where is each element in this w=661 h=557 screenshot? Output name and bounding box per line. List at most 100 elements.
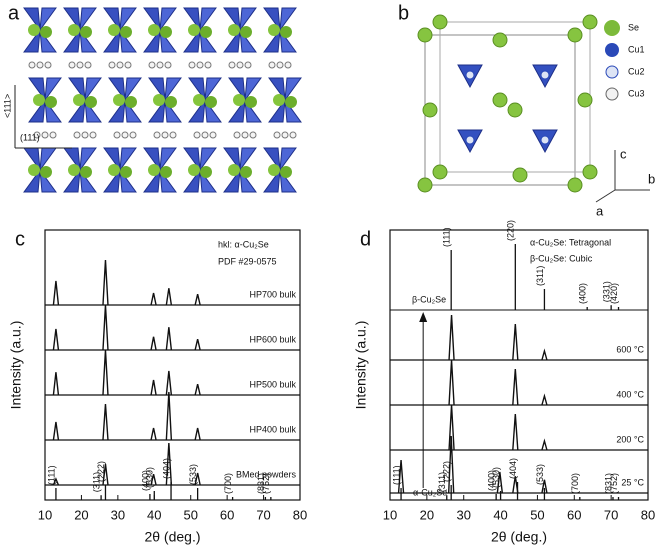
axis-label: b <box>648 171 655 186</box>
atom <box>513 168 527 182</box>
plane-label: (111) <box>20 132 40 142</box>
atom <box>268 24 280 36</box>
hkl-label: (111) <box>46 465 56 485</box>
peak <box>151 428 156 440</box>
cell-edge <box>425 35 575 185</box>
atom <box>205 96 217 108</box>
peak <box>542 351 547 360</box>
figure: a b (111) <111> Se Cu1 Cu2 Cu3 c b a c2θ… <box>0 0 661 557</box>
peak <box>449 360 454 405</box>
atom <box>280 26 292 38</box>
atom <box>268 164 280 176</box>
series-label: HP600 bulk <box>249 334 296 344</box>
atom <box>229 62 235 68</box>
atom <box>68 24 80 36</box>
atom <box>120 26 132 38</box>
atom <box>108 24 120 36</box>
series-label: HP500 bulk <box>249 379 296 389</box>
plot-frame <box>390 230 648 500</box>
x-tick-label: 60 <box>567 507 581 522</box>
hkl-label: (404) <box>161 458 171 479</box>
atom <box>125 96 137 108</box>
atom <box>508 103 522 117</box>
atom <box>274 132 280 138</box>
atom <box>85 62 91 68</box>
atom <box>33 94 45 106</box>
atom <box>234 132 240 138</box>
atom <box>50 132 56 138</box>
atom <box>148 24 160 36</box>
legend-label: Cu3 <box>628 88 645 98</box>
x-tick-label: 10 <box>38 507 52 522</box>
peak <box>53 329 58 350</box>
x-tick-label: 70 <box>256 507 270 522</box>
y-axis-title: Intensity (a.u.) <box>353 321 369 410</box>
atom <box>493 93 507 107</box>
atom <box>541 136 549 144</box>
peak <box>53 422 58 440</box>
atom <box>202 132 208 138</box>
x-tick-label: 60 <box>220 507 234 522</box>
atom <box>240 26 252 38</box>
atom <box>165 96 177 108</box>
atom <box>568 28 582 42</box>
annotation: α-Cu₂Se: Tetragonal <box>530 237 611 247</box>
peak <box>151 380 156 395</box>
hkl-label: (420) <box>609 283 619 304</box>
atom <box>125 62 131 68</box>
atom <box>117 62 123 68</box>
atom <box>40 166 52 178</box>
legend-icon <box>605 43 619 57</box>
peak <box>166 371 171 395</box>
hkl-label: (311) <box>535 266 545 286</box>
peak <box>513 414 518 450</box>
hkl-label: (222) <box>442 461 452 482</box>
atom <box>77 62 83 68</box>
x-axis-title: 2θ (deg.) <box>144 529 200 545</box>
peak <box>103 260 108 305</box>
series-label: HP700 bulk <box>249 289 296 299</box>
hkl-label: (404) <box>508 458 518 479</box>
peak <box>103 305 108 350</box>
peak <box>195 339 200 350</box>
peak <box>195 294 200 305</box>
atom <box>205 62 211 68</box>
peak <box>53 372 58 395</box>
atom <box>42 132 48 138</box>
atom <box>69 62 75 68</box>
series-label: 200 °C <box>616 434 644 444</box>
x-tick-label: 30 <box>111 507 125 522</box>
legend-label: Se <box>628 22 639 32</box>
hkl-label: (111) <box>442 227 452 247</box>
atom <box>162 132 168 138</box>
atom <box>242 132 248 138</box>
atom <box>583 165 597 179</box>
atom <box>154 132 160 138</box>
atom <box>113 94 125 106</box>
atom <box>90 132 96 138</box>
atom <box>583 15 597 29</box>
hkl-label: (530) <box>145 467 155 488</box>
series-label: 600 °C <box>616 344 644 354</box>
atom <box>245 96 257 108</box>
atom <box>153 94 165 106</box>
atom <box>237 62 243 68</box>
hkl-label: (111) <box>391 465 401 485</box>
arrow-head <box>419 312 427 322</box>
hkl-label: (752) <box>609 473 619 494</box>
peak <box>542 396 547 405</box>
peak <box>195 428 200 440</box>
atom <box>108 164 120 176</box>
hkl-label: (752) <box>261 473 271 494</box>
atom <box>193 94 205 106</box>
legend-label: Cu2 <box>628 66 645 76</box>
peak <box>195 384 200 395</box>
peak <box>103 350 108 395</box>
panel-label: b <box>398 2 409 24</box>
atom <box>85 96 97 108</box>
peak <box>166 288 171 305</box>
hkl-label: (533) <box>535 464 545 485</box>
panel-label: a <box>8 2 20 24</box>
legend-icon <box>604 20 620 36</box>
atom <box>29 62 35 68</box>
